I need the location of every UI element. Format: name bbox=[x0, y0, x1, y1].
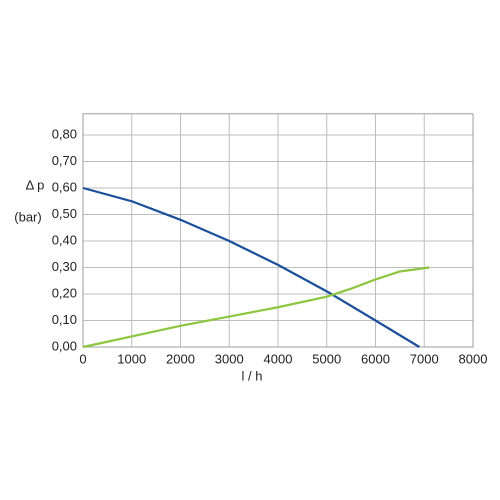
data-line bbox=[82, 266, 430, 349]
plot-border bbox=[82, 113, 474, 348]
y-tick-label: 0,20 bbox=[52, 285, 77, 300]
y-tick-label: 0,30 bbox=[52, 259, 77, 274]
y-tick-label: 0,50 bbox=[52, 206, 77, 221]
y-tick-label: 0,80 bbox=[52, 126, 77, 141]
x-tick-label: 2000 bbox=[166, 351, 195, 366]
y-tick-label: 0,10 bbox=[52, 312, 77, 327]
x-tick-label: 7000 bbox=[410, 351, 439, 366]
y-tick-label: 0,40 bbox=[52, 232, 77, 247]
y-tick-label: 0,60 bbox=[52, 179, 77, 194]
y-tick-label: 0,70 bbox=[52, 153, 77, 168]
x-tick-label: 1000 bbox=[117, 351, 146, 366]
y-axis-label: Δ p bbox=[26, 177, 45, 192]
y-axis-unit: (bar) bbox=[14, 209, 41, 224]
x-tick-label: 6000 bbox=[361, 351, 390, 366]
x-tick-label: 4000 bbox=[264, 351, 293, 366]
x-tick-label: 8000 bbox=[459, 351, 488, 366]
x-tick-label: 5000 bbox=[312, 351, 341, 366]
x-axis-label: l / h bbox=[242, 368, 263, 383]
x-tick-label: 0 bbox=[79, 351, 86, 366]
x-tick-label: 3000 bbox=[215, 351, 244, 366]
y-tick-label: 0,00 bbox=[52, 338, 77, 353]
data-line bbox=[82, 186, 420, 348]
